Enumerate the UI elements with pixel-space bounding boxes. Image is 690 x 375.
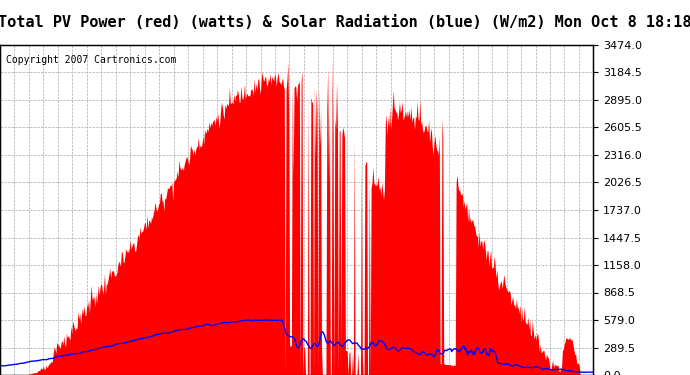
Text: Total PV Power (red) (watts) & Solar Radiation (blue) (W/m2) Mon Oct 8 18:18: Total PV Power (red) (watts) & Solar Rad… [0, 15, 690, 30]
Text: Copyright 2007 Cartronics.com: Copyright 2007 Cartronics.com [6, 55, 177, 65]
